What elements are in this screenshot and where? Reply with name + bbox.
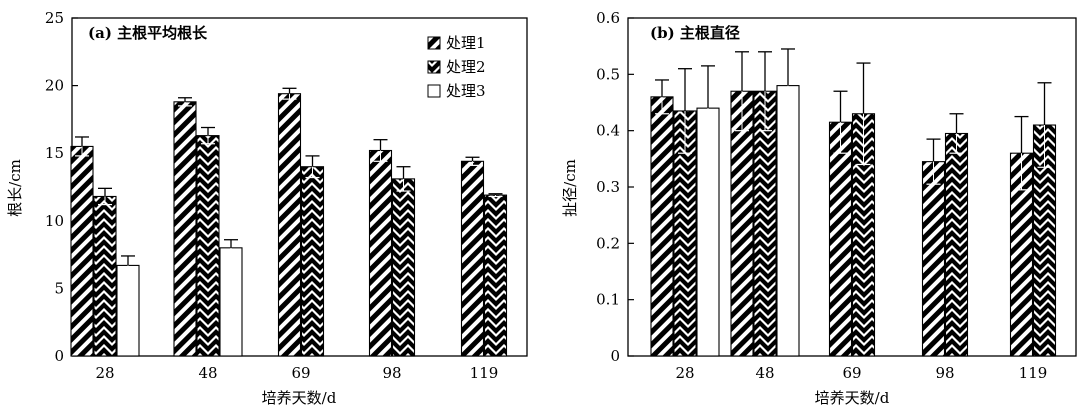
panel-a: 0 5 10 15 20 25 28 48 69 98 119 (a) 主根平均根长 培养天数/d… [6, 9, 528, 407]
panel-a-bars [70, 87, 508, 357]
bar-series-1-98 [921, 161, 946, 357]
panel-b-y-axis: 0 0.1 0.2 0.3 0.4 0.5 0.6 [596, 9, 634, 365]
bar-series-1-119 [460, 160, 485, 357]
panel-b: 0 0.1 0.2 0.3 0.4 0.5 0.6 28 48 69 98 119 (b) 主根直径… [561, 9, 1077, 407]
x-tick-label: 48 [198, 364, 217, 382]
x-tick-label: 119 [1019, 364, 1048, 382]
bar-series-1-98 [368, 149, 393, 357]
legend: 处理1 处理2 处理3 [427, 34, 486, 100]
bar-series-3-48 [219, 247, 243, 357]
legend-swatch-2 [427, 60, 441, 74]
bar-series-1-48 [173, 101, 197, 357]
y-tick-label: 0.2 [596, 234, 620, 252]
panel-b-title: (b) 主根直径 [650, 24, 740, 42]
y-tick-label: 25 [45, 9, 64, 27]
x-tick-label: 28 [95, 364, 114, 382]
legend-swatch-3 [427, 84, 441, 98]
panel-b-xlabel: 培养天数/d [815, 389, 890, 407]
y-tick-label: 15 [45, 144, 64, 162]
bar-series-1-69 [828, 121, 853, 357]
panel-a-ylabel: 根长/cm [6, 159, 24, 217]
bar-series-1-28 [650, 96, 674, 357]
legend-label-1: 处理1 [446, 34, 486, 52]
legend-item-2: 处理2 [427, 58, 486, 76]
bar-series-2-98 [944, 132, 969, 357]
x-tick-label: 48 [755, 364, 774, 382]
bar-series-1-28 [70, 145, 94, 357]
panel-a-title: (a) 主根平均根长 [88, 24, 208, 42]
x-tick-label: 28 [675, 364, 694, 382]
x-tick-label: 98 [382, 364, 401, 382]
y-tick-label: 0.5 [596, 65, 620, 83]
x-tick-label: 69 [291, 364, 310, 382]
panel-b-bars [650, 48, 1057, 357]
legend-label-3: 处理3 [446, 82, 486, 100]
bar-series-2-69 [300, 166, 325, 357]
y-tick-label: 0 [54, 347, 64, 365]
bar-series-2-28 [93, 195, 117, 357]
y-tick-label: 0.6 [596, 9, 620, 27]
legend-item-3: 处理3 [427, 82, 486, 100]
bar-series-2-119 [483, 194, 508, 357]
y-tick-label: 5 [54, 279, 64, 297]
y-tick-label: 0.3 [596, 178, 620, 196]
bar-series-3-48 [776, 85, 800, 357]
panel-a-xlabel: 培养天数/d [262, 389, 337, 407]
bar-series-1-69 [277, 93, 302, 357]
y-tick-label: 0.1 [596, 291, 620, 309]
legend-label-2: 处理2 [446, 58, 486, 76]
bar-series-2-48 [196, 135, 220, 357]
legend-item-1: 处理1 [427, 34, 486, 52]
y-tick-label: 0.4 [596, 122, 620, 140]
panel-b-ylabel: 扯径/cm [561, 159, 579, 217]
legend-swatch-1 [427, 36, 441, 50]
x-tick-label: 69 [842, 364, 861, 382]
y-tick-label: 10 [45, 212, 64, 230]
bar-series-3-28 [116, 264, 140, 357]
x-tick-label: 98 [935, 364, 954, 382]
bar-series-2-98 [391, 178, 416, 357]
y-tick-label: 20 [45, 77, 64, 95]
x-tick-label: 119 [470, 364, 499, 382]
panel-a-y-axis: 0 5 10 15 20 25 [45, 9, 78, 365]
y-tick-label: 0 [610, 347, 620, 365]
